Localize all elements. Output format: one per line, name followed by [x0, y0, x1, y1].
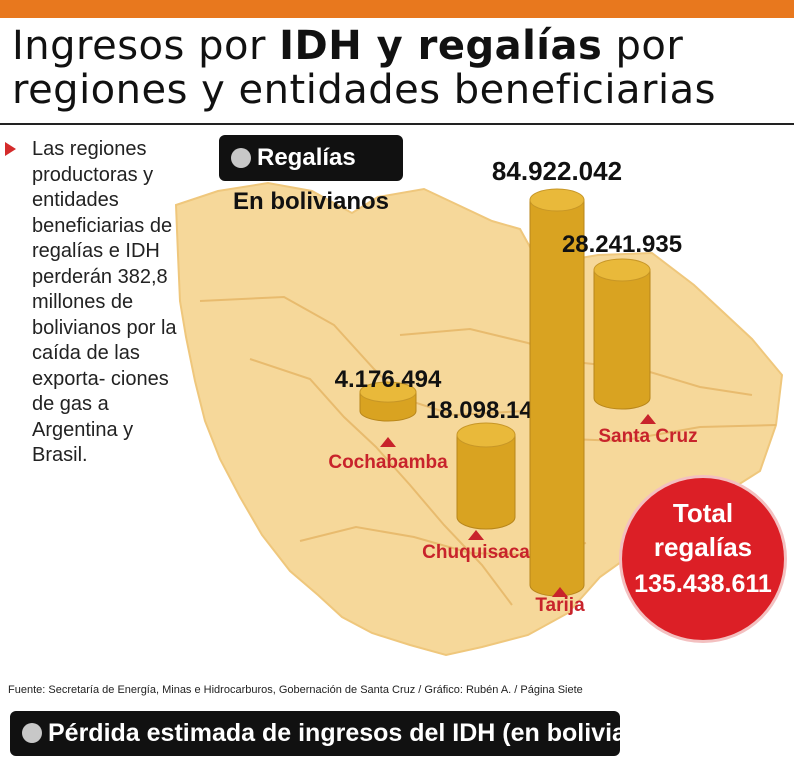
- total-label: Total regalías: [653, 498, 753, 562]
- bar-chuquisaca: [456, 434, 516, 530]
- title-line-1: Ingresos por IDH y regalías por: [12, 24, 792, 68]
- legend-series-label: Regalías: [257, 144, 356, 171]
- value-label-chuquisaca: 18.098.140: [426, 397, 546, 424]
- page-title: Ingresos por IDH y regalías por regiones…: [12, 24, 792, 112]
- marker-icon-tarija: [552, 587, 568, 597]
- value-label-santa-cruz: 28.241.935: [562, 231, 682, 258]
- category-label-chuquisaca: Chuquisaca: [422, 542, 530, 563]
- side-description: Las regiones productoras y entidades ben…: [32, 138, 177, 466]
- section-header-badge: Pérdida estimada de ingresos del IDH (en…: [10, 711, 679, 756]
- marker-icon-santa-cruz: [640, 414, 656, 424]
- total-value: 135.438.611: [634, 570, 772, 598]
- top-accent-bar: [0, 0, 794, 18]
- title-divider: [0, 123, 794, 125]
- bar-santa-cruz: [593, 269, 651, 410]
- section-label: Pérdida estimada de ingresos del IDH (en…: [48, 719, 679, 747]
- marker-icon-cochabamba: [380, 437, 396, 447]
- bar-top-santa-cruz: [593, 258, 651, 282]
- bar-top-tarija: [529, 188, 585, 212]
- total-badge: Total regalías 135.438.611: [622, 478, 784, 640]
- section-dot-icon: [22, 723, 42, 743]
- bar-top-chuquisaca: [456, 422, 516, 448]
- legend-badge: Regalías: [219, 135, 403, 181]
- category-label-santa-cruz: Santa Cruz: [598, 426, 697, 447]
- region-border-2: [249, 358, 513, 606]
- category-label-cochabamba: Cochabamba: [328, 452, 448, 473]
- title-part1: Ingresos por: [12, 23, 280, 69]
- region-border-1: [199, 295, 777, 443]
- source-note: Fuente: Secretaría de Energía, Minas e H…: [8, 684, 583, 696]
- value-label-cochabamba: 4.176.494: [335, 366, 442, 393]
- bar-tarija: [529, 199, 585, 597]
- category-label-tarija: Tarija: [535, 595, 585, 616]
- bullet-marker: [5, 142, 16, 156]
- legend-dot-icon: [231, 148, 251, 168]
- unit-label: En bolivianos: [233, 188, 390, 215]
- marker-icon-chuquisaca: [468, 530, 484, 540]
- title-bold: IDH y regalías: [279, 23, 603, 69]
- title-line-2: regiones y entidades beneficiarias: [12, 67, 716, 113]
- bar-top-cochabamba: [359, 381, 417, 403]
- title-part2: por: [602, 23, 684, 69]
- value-label-tarija: 84.922.042: [492, 156, 622, 186]
